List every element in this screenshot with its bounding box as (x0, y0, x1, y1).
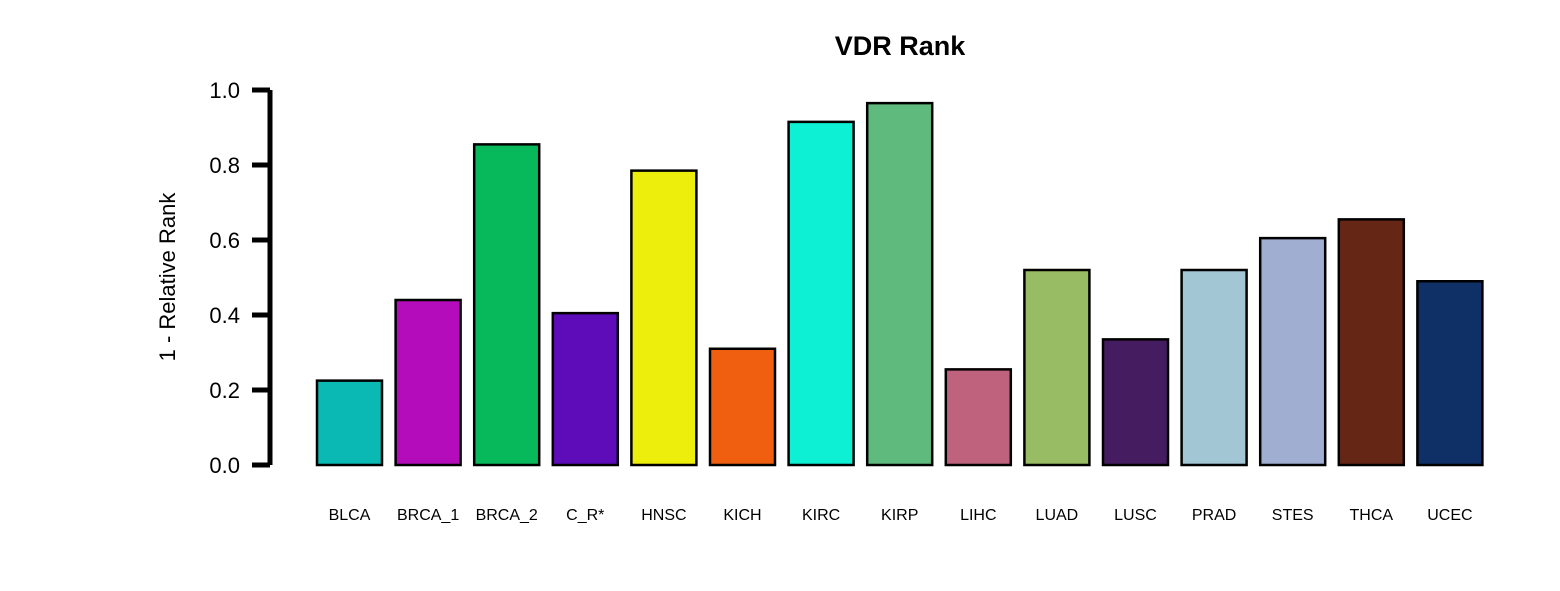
chart-title: VDR Rank (835, 31, 967, 61)
bar-luad (1023, 268, 1091, 467)
y-axis: 0.0 0.2 0.4 0.6 0.8 1.0 (209, 78, 273, 478)
bar-kirc (787, 120, 855, 467)
y-tick-label: 0.6 (209, 228, 240, 253)
bar-ucec (1416, 280, 1484, 467)
x-tick-label: C_R* (566, 507, 604, 524)
bar-thca (1337, 218, 1406, 467)
bar-stes (1258, 236, 1327, 467)
bar-prad (1180, 268, 1248, 467)
x-tick-label: LUAD (1036, 507, 1079, 524)
bar-lihc (944, 368, 1013, 467)
x-tick-label: KIRC (802, 507, 840, 524)
y-tick-label: 0.2 (209, 378, 240, 403)
bar-blca (315, 379, 384, 467)
y-tick-label: 1.0 (209, 78, 240, 103)
y-tick-label: 0.4 (209, 303, 240, 328)
x-tick-label: STES (1272, 507, 1314, 524)
x-tick-label: BRCA_2 (476, 507, 538, 524)
x-tick-label: KIRP (881, 507, 918, 524)
bar-lusc (1101, 338, 1170, 467)
x-tick-label: KICH (723, 507, 761, 524)
y-tick-label: 0.0 (209, 453, 240, 478)
bar-brca-1 (394, 298, 462, 467)
x-tick-labels: BLCA BRCA_1 BRCA_2 C_R* HNSC KICH KIRC KIRP LIHC… (329, 507, 1473, 524)
x-tick-label: THCA (1350, 507, 1394, 524)
bar-c-r (551, 311, 620, 467)
bar-brca-2 (472, 143, 541, 467)
x-tick-label: UCEC (1427, 507, 1472, 524)
x-tick-label: BRCA_1 (397, 507, 459, 524)
y-axis-label: 1 - Relative Rank (155, 192, 180, 362)
x-tick-label: HNSC (641, 507, 686, 524)
bar-kich (708, 347, 777, 467)
x-tick-label: LUSC (1114, 507, 1157, 524)
x-tick-label: LIHC (960, 507, 996, 524)
bars-group (315, 101, 1484, 467)
x-tick-label: BLCA (329, 507, 371, 524)
y-tick-label: 0.8 (209, 153, 240, 178)
bar-hnsc (630, 169, 698, 467)
bar-kirp (865, 101, 934, 467)
x-tick-label: PRAD (1192, 507, 1236, 524)
